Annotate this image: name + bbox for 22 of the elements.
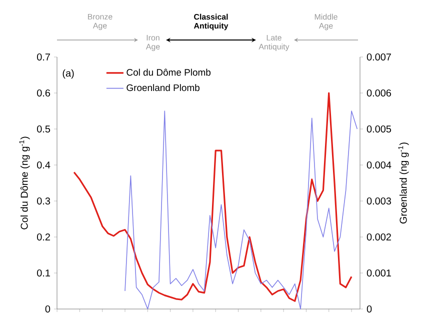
y2-axis-title: Groenland (ng g$^{-1}$) xyxy=(398,142,409,224)
y-tick-label: 0.5 xyxy=(37,125,50,133)
legend-label: Groenland Plomb xyxy=(126,84,200,92)
line-series xyxy=(124,110,358,310)
y2-tick-label: 0.004 xyxy=(366,161,392,169)
y2-tick-label: 0.002 xyxy=(366,233,391,241)
y-tick-label: 0.6 xyxy=(37,89,50,97)
y-tick-label: 0.7 xyxy=(37,53,50,61)
y2-tick-label: 0.001 xyxy=(366,269,391,277)
y2-tick-label: 0.006 xyxy=(366,89,392,97)
y2-tick-label: 0.005 xyxy=(366,125,392,133)
y2-tick-label: 0.007 xyxy=(366,53,391,61)
y-tick-label: 0 xyxy=(45,305,50,313)
y-tick-label: 0.2 xyxy=(37,233,50,241)
y-tick-label: 0.1 xyxy=(37,269,50,277)
y2-tick-label: 0 xyxy=(366,305,372,313)
y-tick-label: 0.4 xyxy=(37,161,50,169)
legend-label: Col du Dôme Plomb xyxy=(126,68,211,76)
y-axis-title: Col du Dôme (ng g$^{-1}$) xyxy=(19,136,30,230)
y2-tick-label: 0.003 xyxy=(366,197,392,205)
annotation: (a) xyxy=(62,69,74,79)
y-tick-label: 0.3 xyxy=(37,197,50,205)
